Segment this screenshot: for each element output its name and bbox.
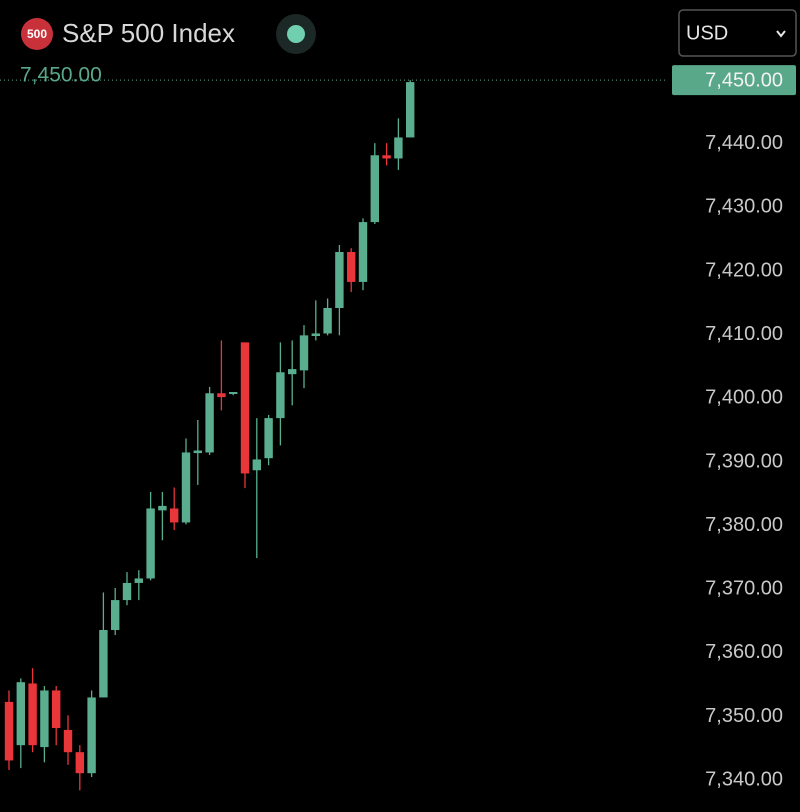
candle-body [394, 137, 403, 159]
y-tick-label: 7,400.00 [705, 387, 783, 409]
candle-body [406, 82, 415, 138]
candle-body [181, 452, 191, 523]
y-tick-label: 7,350.00 [705, 705, 783, 727]
y-tick-label: 7,420.00 [705, 259, 783, 281]
candle-body [358, 222, 368, 282]
candle-body [252, 459, 261, 471]
y-tick-label: 7,340.00 [705, 768, 783, 790]
candle-body [146, 508, 155, 579]
candle-body [4, 701, 14, 761]
candle-body [28, 683, 37, 746]
y-tick-label: 7,360.00 [705, 641, 783, 663]
dropdown-chevron [776, 30, 786, 38]
y-tick-label: 7,410.00 [705, 323, 783, 345]
candle-body [335, 252, 344, 308]
candle-body [276, 372, 285, 419]
last-price-left: 7,450.00 [20, 64, 102, 87]
candle-body [40, 690, 49, 748]
y-tick-label: 7,430.00 [705, 196, 783, 218]
candle-body [323, 308, 332, 334]
candle-body [111, 600, 120, 630]
candle-body [87, 697, 96, 774]
y-tick-label: 7,380.00 [705, 514, 783, 536]
candle-body [158, 505, 167, 511]
y-tick-label: 7,440.00 [705, 132, 783, 154]
last-price-badge [672, 65, 796, 96]
candle-body [288, 369, 297, 375]
candle-body [52, 690, 61, 728]
candle-body [63, 729, 73, 753]
candle-body [205, 393, 214, 453]
currency-select[interactable] [678, 9, 797, 57]
candle-body [134, 578, 143, 583]
candle-body [229, 392, 238, 394]
currency-label: USD [686, 22, 728, 44]
candle-body [122, 582, 132, 601]
badge-text: 500 [27, 27, 47, 41]
candle-body [170, 508, 179, 523]
y-tick-label: 7,370.00 [705, 578, 783, 600]
candle-body [311, 333, 320, 336]
symbol-badge [21, 18, 53, 50]
candle-body [193, 450, 202, 454]
candle-body [75, 752, 84, 774]
candle-body [382, 155, 391, 159]
candle-body [240, 342, 250, 474]
candle-body [217, 393, 226, 398]
candle-body [16, 682, 25, 746]
candle-body [264, 418, 273, 459]
candle-body [99, 630, 108, 698]
plot-area: 7,340.00 7,350.00 7,360.00 7,370.00 7,380.00… [0, 65, 796, 790]
candle-body [370, 155, 379, 223]
chart-title: S&P 500 Index [62, 18, 235, 48]
last-price-badge-label: 7,450.00 [705, 69, 783, 91]
y-tick-label: 7,390.00 [705, 450, 783, 472]
candle-body [299, 335, 309, 371]
candle-body [347, 252, 356, 282]
status-dot [287, 25, 305, 43]
